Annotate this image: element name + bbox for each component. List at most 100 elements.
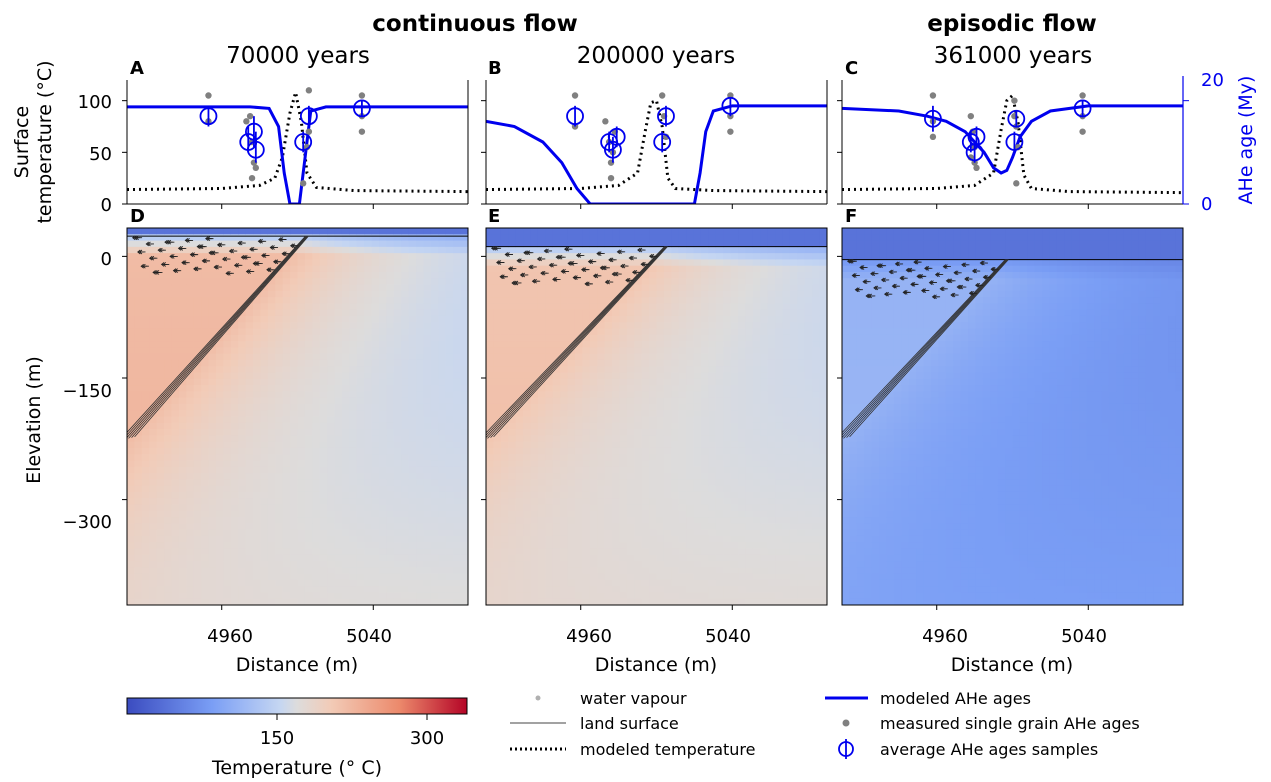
temperature-cell	[127, 535, 136, 543]
temperature-cell	[612, 372, 621, 380]
temperature-cell	[530, 397, 539, 405]
temperature-cell	[626, 460, 635, 468]
temperature-cell	[612, 554, 621, 562]
temperature-cell	[141, 253, 150, 261]
temperature-cell	[156, 403, 165, 411]
temperature-cell	[171, 416, 180, 424]
temperature-cell	[416, 535, 425, 543]
temperature-cell	[445, 542, 454, 550]
temperature-cell	[149, 598, 158, 605]
temperature-cell	[589, 410, 598, 418]
temperature-cell	[649, 485, 658, 493]
temperature-cell	[341, 535, 350, 543]
temperature-cell	[327, 259, 336, 267]
temperature-cell	[663, 586, 672, 594]
temperature-cell	[582, 385, 591, 392]
temperature-cell	[186, 366, 195, 374]
temperature-cell	[193, 234, 202, 242]
temperature-cell	[201, 359, 210, 367]
temperature-cell	[401, 529, 410, 537]
temperature-cell	[186, 491, 195, 499]
temperature-cell	[238, 535, 247, 543]
temperature-cell	[445, 561, 454, 568]
temperature-cell	[364, 504, 373, 512]
temperature-cell	[223, 548, 232, 556]
temperature-cell	[149, 567, 158, 575]
temperature-cell	[453, 328, 462, 336]
temperature-cell	[164, 372, 173, 380]
temperature-cell	[401, 429, 410, 436]
temperature-cell	[379, 271, 388, 279]
temperature-cell	[134, 441, 143, 449]
temperature-cell	[634, 353, 643, 361]
temperature-cell	[453, 397, 462, 405]
temperature-cell	[364, 303, 373, 311]
temperature-cell	[626, 441, 635, 449]
temperature-cell	[508, 561, 517, 568]
temperature-cell	[438, 378, 447, 386]
temperature-cell	[416, 441, 425, 449]
temperature-cell	[574, 479, 583, 487]
temperature-cell	[238, 598, 247, 605]
temperature-cell	[649, 435, 658, 443]
temperature-cell	[693, 447, 702, 455]
temperature-cell	[619, 485, 628, 493]
temperature-cell	[127, 322, 136, 330]
temperature-cell	[723, 498, 732, 506]
temperature-cell	[508, 554, 517, 562]
temperature-cell	[327, 290, 336, 298]
temperature-cell	[545, 234, 554, 242]
temperature-cell	[430, 498, 439, 506]
temperature-cell	[393, 554, 402, 562]
temperature-cell	[438, 579, 447, 587]
temperature-cell	[567, 441, 576, 449]
temperature-cell	[408, 554, 417, 562]
temperature-cell	[589, 416, 598, 424]
temperature-cell	[371, 334, 380, 342]
temperature-cell	[334, 315, 343, 323]
temperature-cell	[460, 246, 468, 254]
temperature-cell	[245, 573, 254, 581]
temperature-cell	[393, 592, 402, 600]
temperature-cell	[515, 403, 524, 411]
temperature-cell	[319, 341, 328, 348]
temperature-cell	[341, 271, 350, 279]
temperature-cell	[275, 246, 284, 254]
temperature-cell	[567, 328, 576, 336]
temperature-cell	[453, 366, 462, 374]
temperature-cell	[171, 334, 180, 342]
temperature-cell	[238, 265, 247, 273]
temperature-cell	[334, 554, 343, 562]
temperature-cell	[304, 297, 313, 304]
temperature-cell	[663, 253, 672, 261]
temperature-cell	[156, 435, 165, 443]
temperature-cell	[515, 265, 524, 273]
flow-arrow	[279, 237, 287, 242]
temperature-cell	[127, 353, 136, 361]
temperature-cell	[438, 504, 447, 512]
temperature-cell	[493, 347, 502, 355]
temperature-cell	[708, 573, 717, 581]
temperature-cell	[230, 523, 239, 531]
temperature-cell	[416, 410, 425, 418]
temperature-cell	[230, 259, 239, 267]
temperature-cell	[693, 322, 702, 330]
temperature-cell	[597, 498, 606, 506]
temperature-cell	[560, 385, 569, 392]
temperature-cell	[693, 491, 702, 499]
temperature-cell	[416, 592, 425, 600]
temperature-cell	[678, 378, 687, 386]
temperature-cell	[408, 347, 417, 355]
temperature-cell	[282, 422, 291, 430]
temperature-cell	[438, 573, 447, 581]
flow-arrow	[256, 261, 263, 266]
temperature-cell	[641, 397, 650, 405]
temperature-cell	[678, 253, 687, 261]
temperature-cell	[127, 397, 136, 405]
temperature-cell	[223, 435, 232, 443]
temperature-cell	[312, 429, 321, 436]
temperature-cell	[445, 410, 454, 418]
temperature-cell	[723, 265, 732, 273]
temperature-cell	[127, 523, 136, 531]
